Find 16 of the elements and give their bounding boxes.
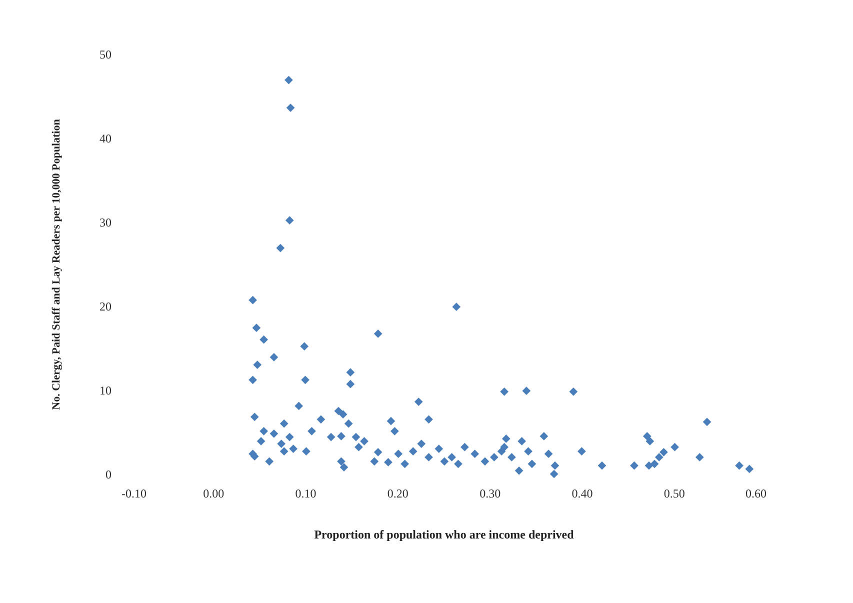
x-tick-label: 0.60 bbox=[746, 486, 766, 500]
y-tick-label: 0 bbox=[106, 468, 112, 482]
y-tick-label: 40 bbox=[100, 132, 112, 146]
x-axis-title: Proportion of population who are income deprived bbox=[314, 528, 574, 542]
y-tick-label: 10 bbox=[100, 384, 112, 398]
x-tick-label: 0.50 bbox=[664, 486, 685, 500]
x-tick-label: 0.30 bbox=[480, 486, 501, 500]
y-tick-label: 50 bbox=[100, 48, 112, 62]
x-tick-label: -0.10 bbox=[122, 486, 146, 500]
y-tick-label: 30 bbox=[100, 216, 112, 230]
y-axis-title: No. Clergy, Paid Staff and Lay Readers per 10,000 Population bbox=[50, 119, 62, 410]
y-tick-label: 20 bbox=[100, 300, 112, 314]
x-tick-label: 0.40 bbox=[572, 486, 593, 500]
x-tick-label: 0.00 bbox=[203, 486, 224, 500]
x-tick-label: 0.20 bbox=[387, 486, 408, 500]
x-tick-label: 0.10 bbox=[295, 486, 316, 500]
